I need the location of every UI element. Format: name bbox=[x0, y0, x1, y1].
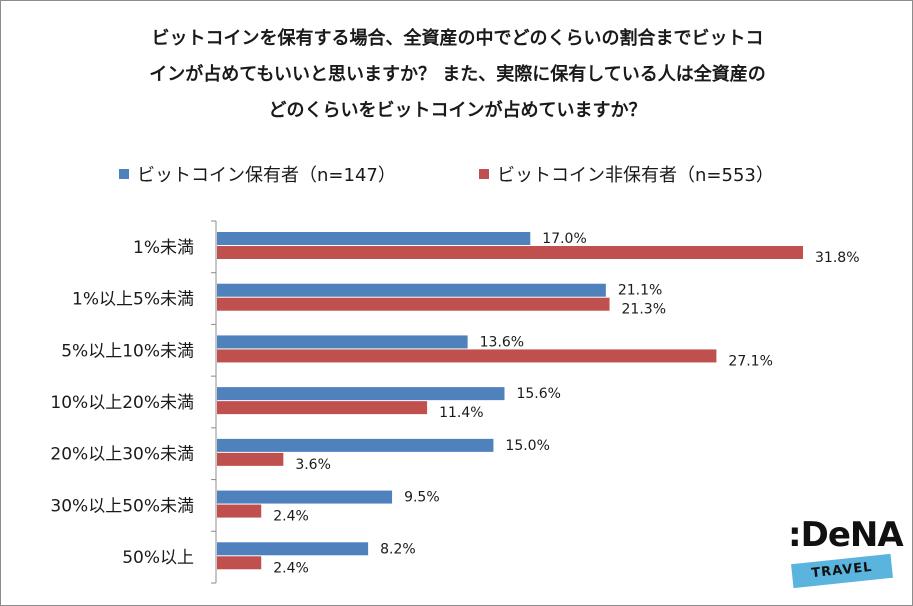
legend-label-holders: ビットコイン保有者（n=147） bbox=[137, 165, 396, 186]
value-label-non-holders: 2.4% bbox=[273, 509, 309, 525]
bar-holders bbox=[217, 490, 393, 504]
title-line-1: ビットコインを保有する場合、全資産の中でどのくらいの割合までビットコ bbox=[151, 28, 764, 49]
value-label-non-holders: 2.4% bbox=[273, 560, 309, 576]
value-label-holders: 13.6% bbox=[480, 334, 524, 350]
title-line-2: インが占めてもいいと思いますか？ また、実際に保有している人は全資産の bbox=[149, 64, 766, 85]
category-label: 1%未満 bbox=[133, 238, 194, 258]
category-label: 50%以上 bbox=[122, 548, 194, 568]
value-label-holders: 8.2% bbox=[380, 541, 416, 557]
category-label: 5%以上10%未満 bbox=[61, 341, 194, 361]
legend-swatch-holders bbox=[119, 169, 129, 179]
value-label-non-holders: 3.6% bbox=[295, 457, 331, 473]
brand-sub: TRAVEL bbox=[791, 553, 893, 589]
value-label-non-holders: 27.1% bbox=[728, 353, 772, 369]
value-label-holders: 15.6% bbox=[516, 386, 560, 402]
bar-holders bbox=[217, 438, 494, 452]
bar-non-holders bbox=[217, 556, 262, 570]
value-label-holders: 17.0% bbox=[542, 231, 586, 247]
value-label-non-holders: 31.8% bbox=[815, 250, 859, 266]
legend: ビットコイン保有者（n=147） ビットコイン非保有者（n=553） bbox=[1, 161, 913, 187]
category-label: 30%以上50%未満 bbox=[50, 496, 194, 516]
bar-holders bbox=[217, 283, 606, 297]
value-label-holders: 9.5% bbox=[404, 490, 440, 506]
bar-non-holders bbox=[217, 401, 428, 415]
legend-item-non-holders: ビットコイン非保有者（n=553） bbox=[479, 161, 774, 187]
bar-non-holders bbox=[217, 246, 804, 259]
legend-item-holders: ビットコイン保有者（n=147） bbox=[119, 161, 396, 187]
bar-holders bbox=[217, 387, 505, 401]
bar-non-holders bbox=[217, 452, 284, 466]
category-label: 10%以上20%未満 bbox=[50, 393, 194, 413]
value-label-holders: 21.1% bbox=[618, 283, 662, 299]
legend-label-non-holders: ビットコイン非保有者（n=553） bbox=[497, 165, 774, 186]
category-label: 20%以上30%未満 bbox=[50, 445, 194, 465]
bar-non-holders bbox=[217, 349, 717, 363]
bar-non-holders bbox=[217, 297, 610, 311]
legend-swatch-non-holders bbox=[479, 169, 489, 179]
value-label-non-holders: 11.4% bbox=[439, 405, 483, 421]
bar-holders bbox=[217, 542, 369, 556]
title-line-3: どのくらいをビットコインが占めていますか？ bbox=[268, 100, 647, 121]
value-label-non-holders: 21.3% bbox=[622, 302, 666, 318]
brand-name: :DeNA bbox=[788, 515, 904, 555]
category-label: 1%以上5%未満 bbox=[72, 290, 194, 310]
dena-travel-logo: :DeNA TRAVEL bbox=[784, 515, 904, 597]
chart-title: ビットコインを保有する場合、全資産の中でどのくらいの割合までビットコ インが占め… bbox=[41, 21, 874, 129]
bar-non-holders bbox=[217, 504, 262, 518]
bar-holders bbox=[217, 232, 531, 245]
value-label-holders: 15.0% bbox=[505, 438, 549, 454]
bar-holders bbox=[217, 335, 468, 349]
